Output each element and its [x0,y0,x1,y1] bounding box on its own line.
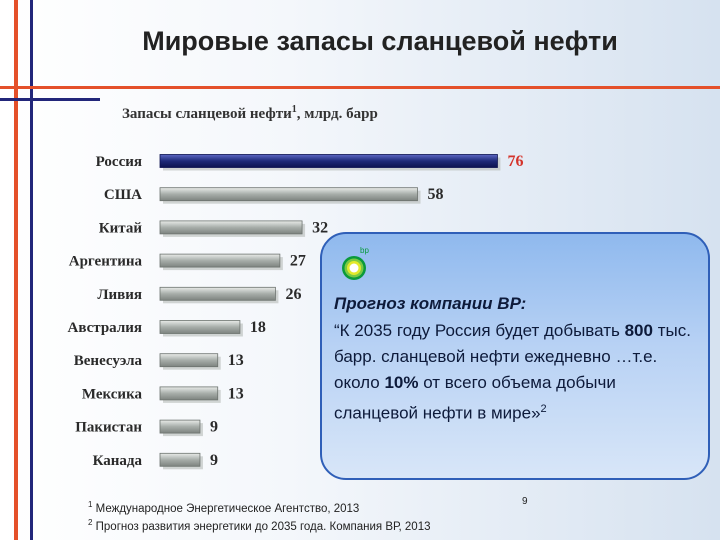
quote-footnote-ref: 2 [540,403,547,415]
bar-9 [159,452,201,467]
bar-0 [159,154,498,168]
footnote-1-text: Международное Энергетическое Агентство, … [92,502,360,515]
category-label-7: Мексика [82,386,143,402]
value-label-7: 13 [228,385,244,402]
value-label-2: 32 [312,219,328,236]
bar-2 [159,220,303,235]
chart-title: Запасы сланцевой нефти1, млрд. барр [122,104,378,123]
quote-part-1: “К 2035 году Россия будет добывать [334,321,625,340]
category-label-1: США [104,187,142,203]
bar-7 [159,386,219,401]
category-label-3: Аргентина [69,254,143,270]
decor-red-vertical-line [14,0,18,540]
value-label-0: 76 [507,153,523,170]
bar-8 [159,419,201,434]
footnote-2-text: Прогноз развития энергетики до 2035 года… [92,520,431,533]
footnote-2-number: 2 [88,518,93,527]
bar-6 [159,353,219,368]
callout-quote: “К 2035 году Россия будет добывать 800 т… [334,318,694,427]
category-label-4: Ливия [97,287,142,303]
decor-blue-horizontal-line [0,98,100,101]
bar-5 [159,320,241,334]
chart-title-footnote-ref: 1 [291,104,297,115]
value-label-5: 18 [250,319,266,336]
callout-heading: Прогноз компании ВР: [334,294,527,313]
category-label-2: Китай [99,220,143,236]
value-label-6: 13 [228,352,244,369]
bar-1 [159,187,418,202]
footnote-1-number: 1 [88,500,93,509]
slide-number: 9 [522,496,528,507]
footnote-2: 2 Прогноз развития энергетики до 2035 го… [88,518,431,533]
category-label-8: Пакистан [75,420,142,436]
decor-blue-vertical-line [30,0,33,540]
decor-red-horizontal-line [0,86,720,89]
chart-title-text: Запасы сланцевой нефти [122,106,292,122]
value-label-8: 9 [210,419,218,436]
category-label-9: Канада [93,453,143,469]
category-label-5: Австралия [68,320,142,336]
value-label-4: 26 [285,286,301,303]
value-label-9: 9 [210,452,218,469]
bar-3 [159,253,281,268]
quote-bold-volume: 800 [624,321,653,340]
page-title: Мировые запасы сланцевой нефти [142,26,618,56]
value-label-3: 27 [290,253,306,270]
bar-4 [159,286,276,301]
bp-logo-text: bp [360,246,369,255]
category-label-0: Россия [96,154,142,170]
chart-title-suffix: , млрд. барр [296,106,378,122]
footnote-1: 1 Международное Энергетическое Агентство… [88,500,359,515]
quote-bold-share: 10% [384,373,419,392]
bp-forecast-callout: Прогноз компании ВР: “К 2035 году Россия… [320,232,710,480]
bp-helios-logo-icon: bp [342,246,369,280]
quote-part-2: тыс. барр. сланцевой нефти ежедневно …т.… [334,321,691,392]
value-label-1: 58 [428,186,444,203]
quote-part-3: от всего объема добычи сланцевой нефти в… [334,373,616,423]
category-label-6: Венесуэла [74,353,143,369]
